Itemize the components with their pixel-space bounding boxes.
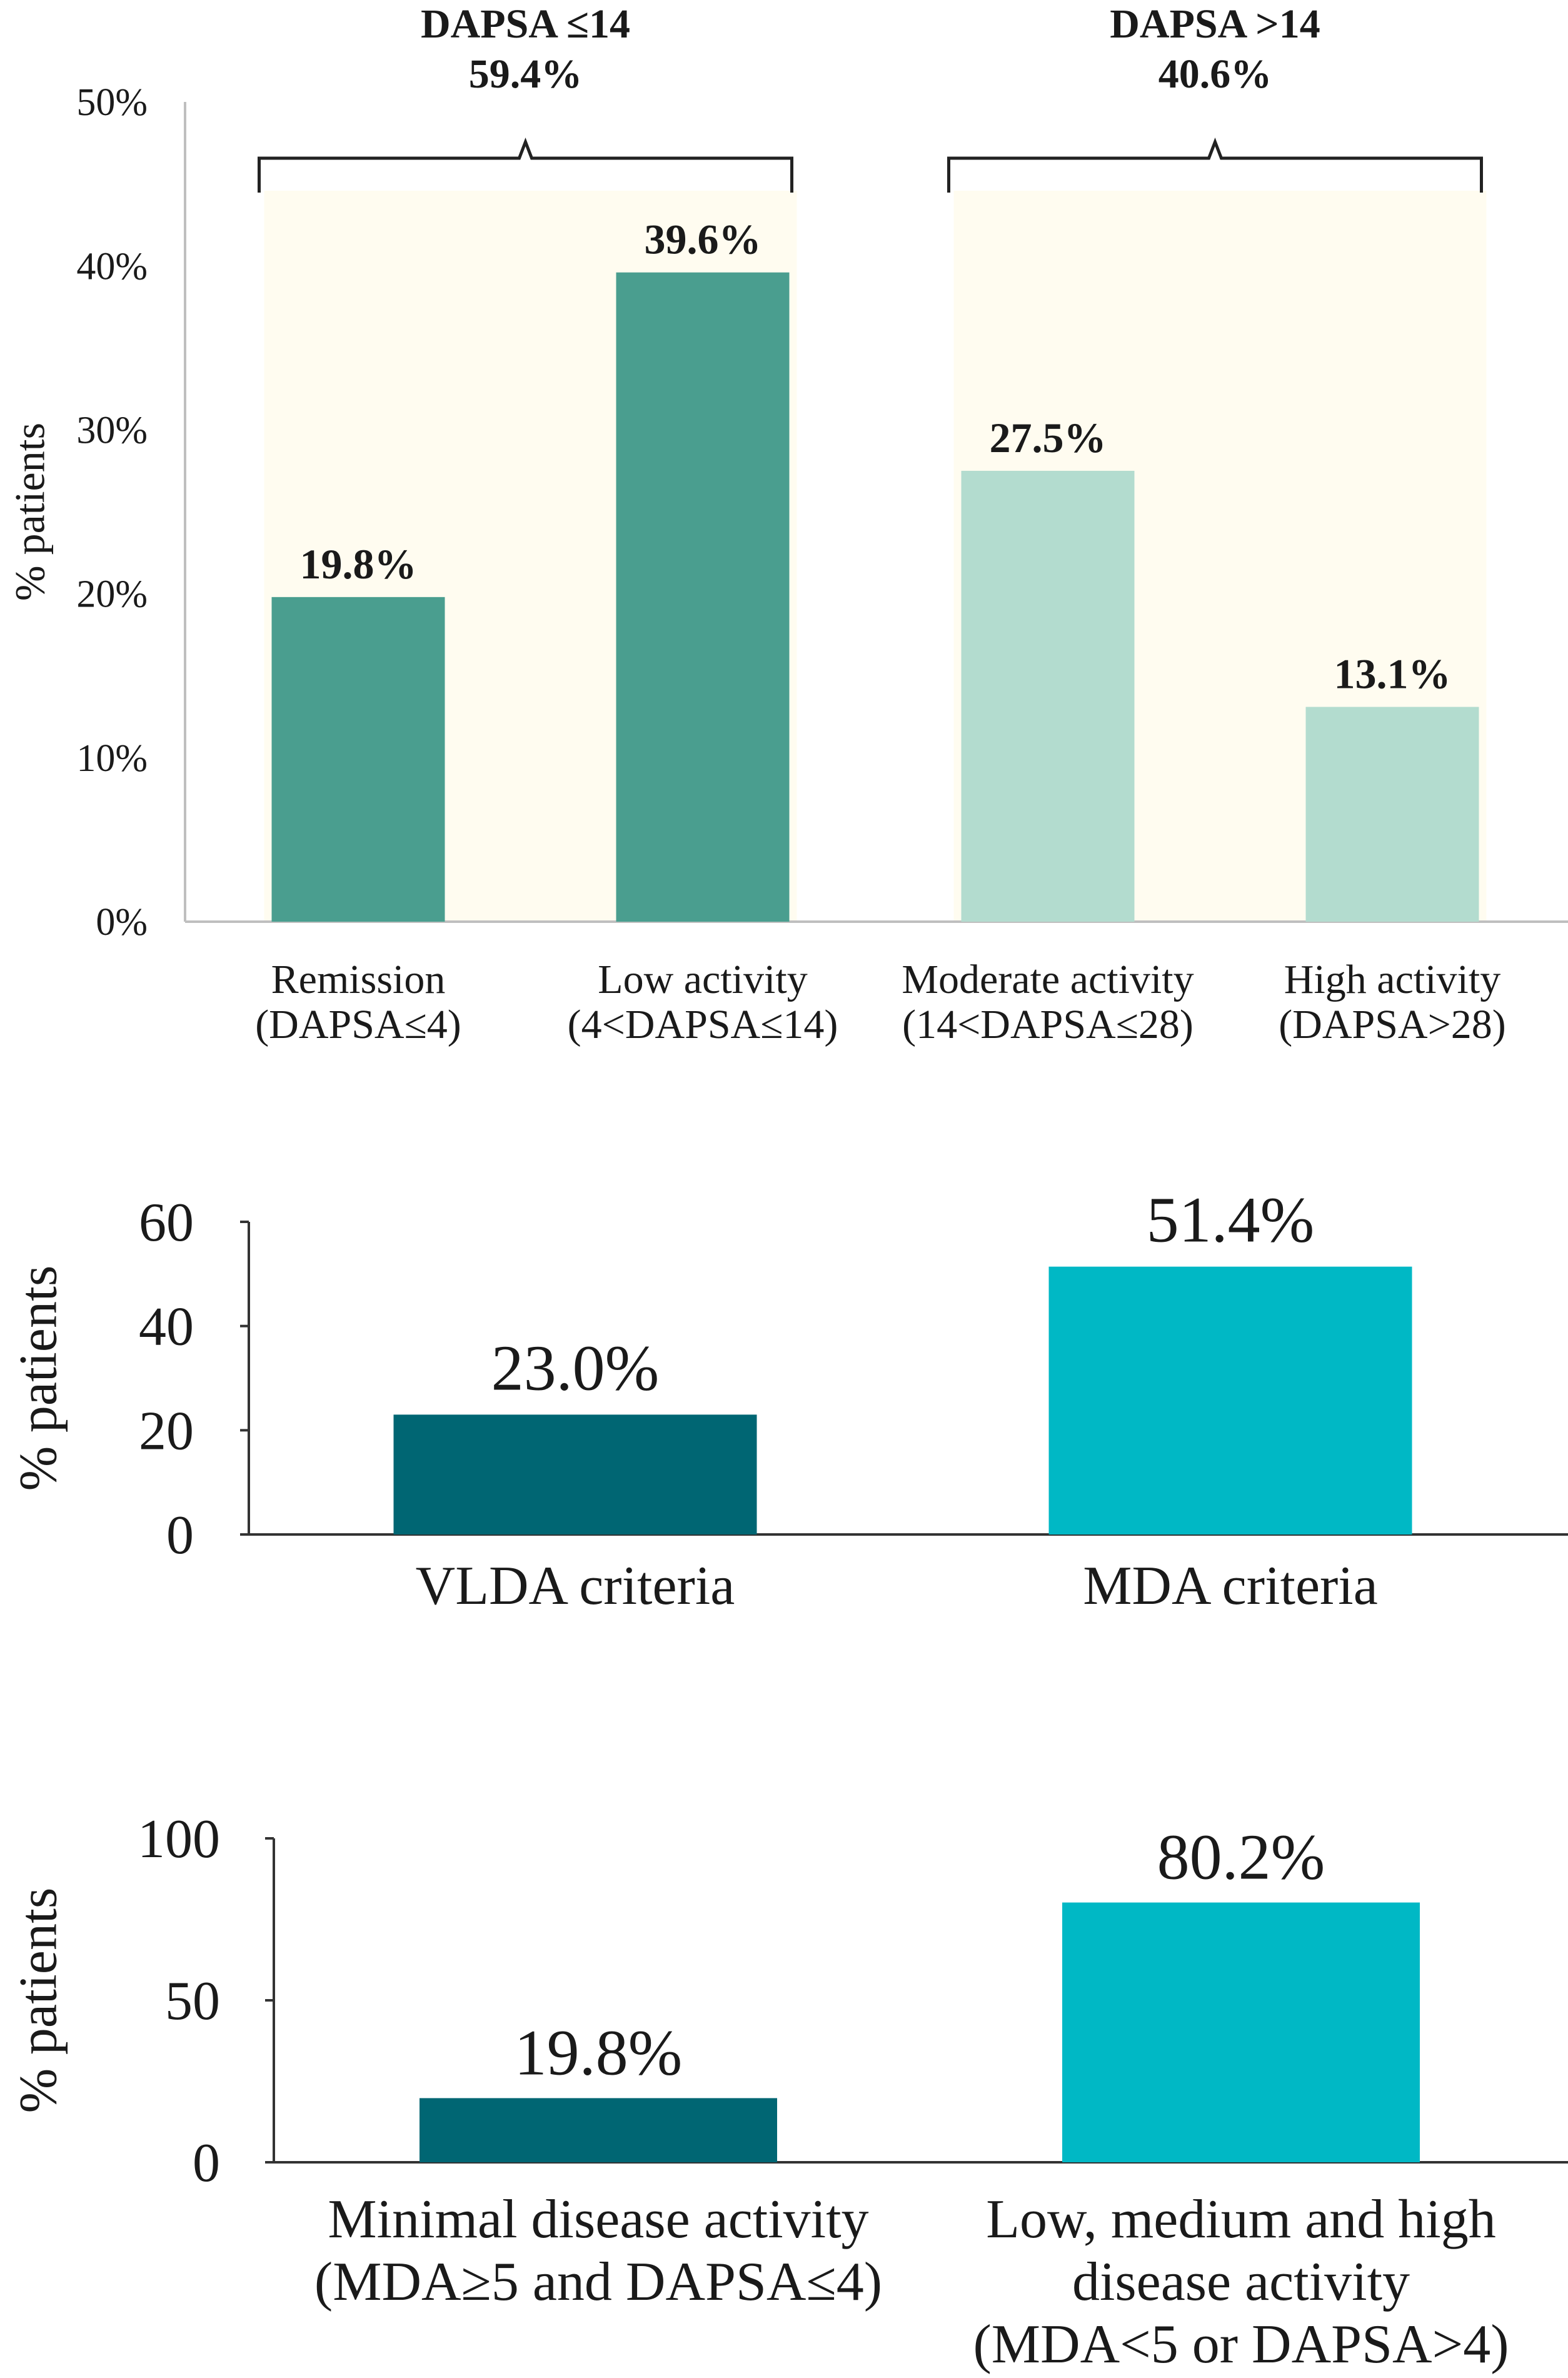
y-tick-label: 50 bbox=[165, 1971, 220, 2032]
group-percent-1: 59.4% bbox=[469, 51, 583, 97]
y-tick-label: 30% bbox=[76, 409, 148, 451]
y-axis-title: % patients bbox=[8, 1888, 68, 2113]
x-category-label: Moderate activity bbox=[902, 957, 1194, 1002]
data-label-1: 23.0% bbox=[491, 1332, 660, 1404]
bar-2 bbox=[1062, 1902, 1420, 2162]
data-label-2: 39.6% bbox=[645, 216, 761, 263]
data-label-4: 13.1% bbox=[1334, 650, 1451, 698]
bar-4 bbox=[1305, 707, 1479, 922]
x-category-label: Low, medium and high bbox=[986, 2189, 1496, 2250]
bar-1 bbox=[393, 1414, 757, 1534]
y-tick-label: 20% bbox=[76, 573, 148, 616]
x-category-label: VLDA criteria bbox=[416, 1556, 735, 1616]
y-tick-label: 50% bbox=[76, 81, 148, 124]
chart-2: 0 20 40 60 % patients 23.0% VLDA criteria 51.4%… bbox=[8, 1184, 1568, 1616]
x-category-label: (DAPSA≤4) bbox=[255, 1002, 461, 1047]
data-label-2: 80.2% bbox=[1157, 1821, 1325, 1893]
y-tick-label: 10% bbox=[76, 737, 148, 780]
y-tick-label: 40 bbox=[139, 1297, 194, 1358]
group-title-1: DAPSA ≤14 bbox=[421, 1, 630, 47]
y-axis-title: % patients bbox=[6, 423, 54, 601]
x-category-label: MDA criteria bbox=[1083, 1556, 1378, 1616]
x-category-label: (DAPSA>28) bbox=[1279, 1002, 1506, 1047]
y-tick-label: 0 bbox=[193, 2133, 220, 2194]
group-title-2: DAPSA >14 bbox=[1110, 1, 1320, 47]
x-category-label: Remission bbox=[271, 957, 446, 1002]
data-label-1: 19.8% bbox=[515, 2017, 683, 2088]
y-tick-label: 60 bbox=[139, 1192, 194, 1253]
bar-1 bbox=[271, 597, 445, 922]
x-category-label: Minimal disease activity bbox=[328, 2189, 868, 2250]
group-bracket-1 bbox=[258, 138, 793, 193]
bar-1 bbox=[420, 2098, 777, 2162]
data-label-3: 27.5% bbox=[990, 414, 1107, 461]
y-tick-label: 20 bbox=[139, 1401, 194, 1461]
bar-2 bbox=[1048, 1266, 1412, 1534]
data-label-2: 51.4% bbox=[1147, 1184, 1315, 1256]
y-tick-label: 100 bbox=[138, 1809, 220, 1870]
bar-3 bbox=[961, 470, 1135, 922]
data-label-1: 19.8% bbox=[300, 540, 417, 588]
bar-2 bbox=[616, 272, 790, 922]
x-category-label: High activity bbox=[1284, 957, 1500, 1002]
x-category-label: disease activity bbox=[1072, 2252, 1410, 2312]
chart-3: 0 50 100 % patients 19.8% Minimal disease act… bbox=[8, 1809, 1568, 2375]
y-tick-label: 0 bbox=[166, 1505, 194, 1566]
x-category-label: (MDA<5 or DAPSA>4) bbox=[973, 2314, 1509, 2375]
x-category-label: (14<DAPSA≤28) bbox=[902, 1002, 1194, 1047]
group-percent-2: 40.6% bbox=[1158, 51, 1272, 97]
x-category-label: Low activity bbox=[598, 957, 807, 1002]
y-tick-label: 40% bbox=[76, 245, 148, 288]
group-bracket-2 bbox=[947, 138, 1483, 193]
x-category-label: (MDA≥5 and DAPSA≤4) bbox=[314, 2252, 882, 2312]
y-tick-label: 0% bbox=[96, 901, 148, 944]
x-category-label: (4<DAPSA≤14) bbox=[568, 1002, 838, 1047]
y-axis-title: % patients bbox=[8, 1266, 68, 1491]
